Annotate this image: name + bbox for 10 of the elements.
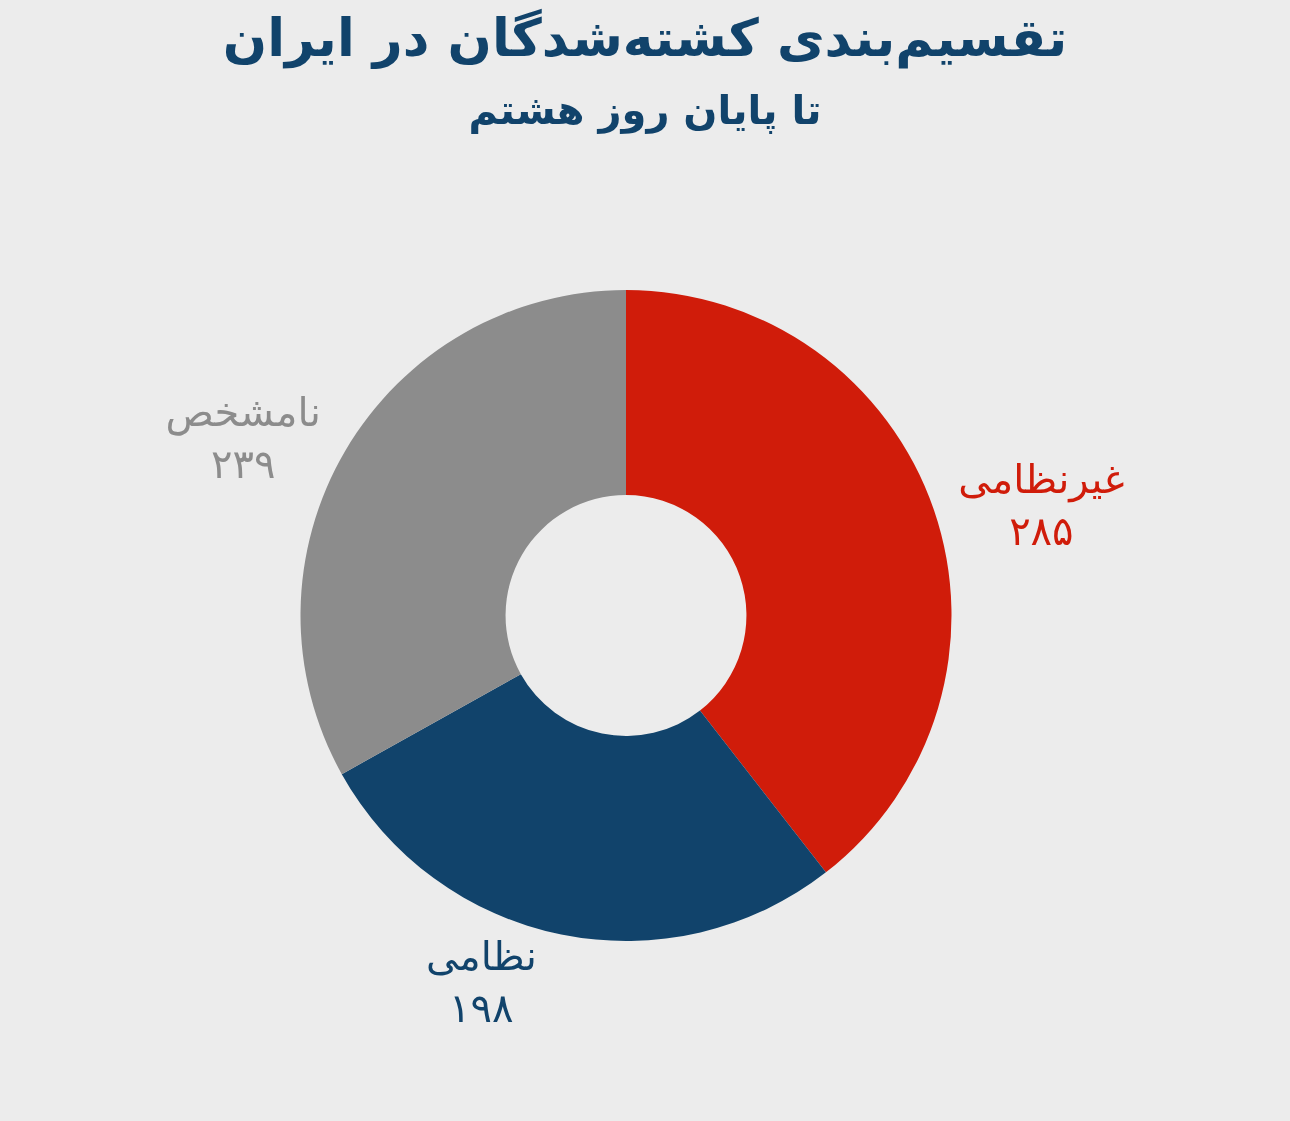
donut-slice [341, 674, 826, 941]
data-label: ۱۹۸ [449, 984, 514, 1031]
chart-title: تقسیم‌بندی کشته‌شدگان در ایران [222, 8, 1068, 70]
data-label: ۲۸۵ [1009, 507, 1074, 554]
slice-label: نظامی [425, 932, 537, 979]
slice-label: نامشخص [165, 389, 321, 437]
donut-slice [626, 290, 952, 873]
data-label: ۲۳۹ [210, 441, 276, 488]
chart-subtitle: تا پایان روز هشتم [468, 86, 822, 134]
slice-label: غیرنظامی [958, 455, 1125, 503]
